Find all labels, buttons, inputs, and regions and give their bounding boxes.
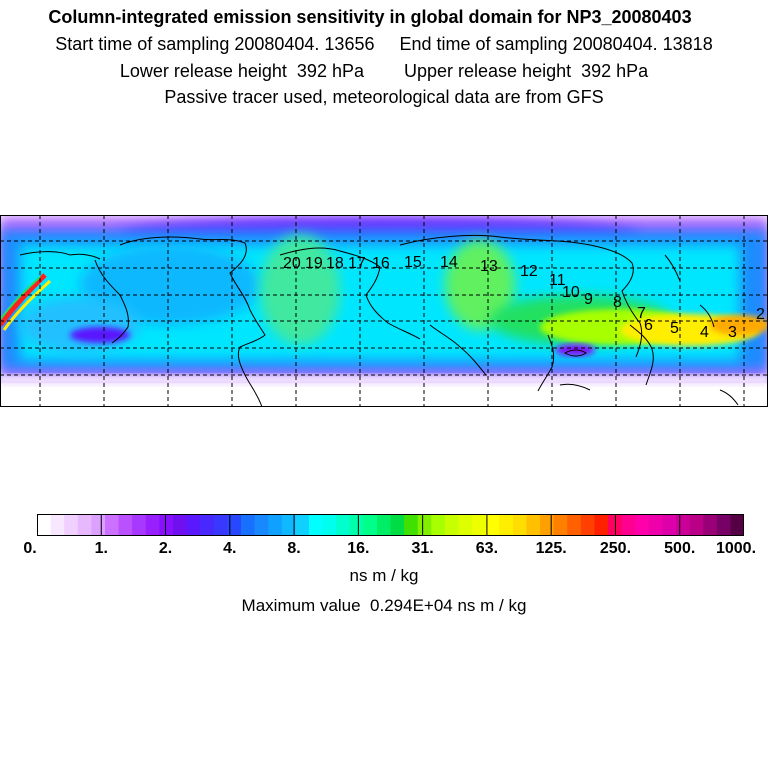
colorbar-cell bbox=[540, 514, 555, 536]
colorbar-cell bbox=[648, 514, 664, 536]
colorbar-cell bbox=[635, 514, 650, 536]
colorbar-cell bbox=[159, 514, 174, 536]
release-point-label: 8 bbox=[613, 294, 622, 311]
colorbar-cell bbox=[308, 514, 324, 536]
colorbar-cell bbox=[676, 514, 691, 536]
colorbar-cell bbox=[145, 514, 160, 536]
colorbar-cell bbox=[295, 514, 310, 536]
colorbar-cell bbox=[404, 514, 419, 536]
coastlines bbox=[19, 234, 739, 407]
release-point-label: 2 bbox=[756, 306, 765, 323]
release-point-label: 7 bbox=[637, 305, 646, 322]
colorbar-canvas bbox=[37, 514, 744, 536]
release-point-label: 13 bbox=[480, 258, 498, 275]
colorbar-cell bbox=[730, 514, 744, 536]
release-point-label: 12 bbox=[520, 263, 538, 280]
colorbar-cell bbox=[689, 514, 704, 536]
colorbar-tick-label: 125. bbox=[535, 540, 567, 557]
colorbar-cell bbox=[580, 514, 596, 536]
colorbar-cell bbox=[91, 514, 106, 536]
colorbar-tick-label: 8. bbox=[287, 540, 301, 557]
colorbar-cell bbox=[363, 514, 378, 536]
sampling-time-text: Start time of sampling 20080404. 13656 E… bbox=[55, 34, 713, 54]
colorbar-cell bbox=[512, 514, 528, 536]
colorbar-cell bbox=[621, 514, 636, 536]
colorbar-cell bbox=[526, 514, 541, 536]
colorbar-cell bbox=[349, 514, 364, 536]
colorbar-cell bbox=[376, 514, 392, 536]
colorbar-tick-label: 1. bbox=[94, 540, 108, 557]
colorbar-cell bbox=[417, 514, 432, 536]
colorbar-cell bbox=[458, 514, 473, 536]
release-point-label: 17 bbox=[348, 255, 366, 272]
tracer-info-text: Passive tracer used, meteorological data… bbox=[164, 87, 604, 107]
colorbar-cell bbox=[336, 514, 351, 536]
emission-sensitivity-map: 20 19 18 17 16 15 14 13 12 11 10 9 8 7 6… bbox=[0, 215, 768, 407]
colorbar-cell bbox=[499, 514, 514, 536]
colorbar-cell bbox=[186, 514, 201, 536]
release-point-label: 14 bbox=[440, 254, 458, 271]
colorbar-tick-label: 0. bbox=[23, 540, 37, 557]
colorbar-cell bbox=[132, 514, 147, 536]
release-point-label: 11 bbox=[549, 272, 566, 289]
colorbar-tick-label: 16. bbox=[347, 540, 370, 557]
release-point-label: 4 bbox=[700, 324, 709, 341]
release-point-label: 15 bbox=[404, 254, 422, 271]
release-point-labels: 20 19 18 17 16 15 14 13 12 11 10 9 8 7 6… bbox=[283, 254, 765, 341]
release-point-label: 10 bbox=[562, 284, 580, 301]
colorbar-tick-label: 31. bbox=[411, 540, 434, 557]
release-point-label: 19 bbox=[305, 255, 323, 272]
colorbar-cell bbox=[240, 514, 256, 536]
colorbar-tick-label: 4. bbox=[223, 540, 237, 557]
release-point-label: 6 bbox=[644, 317, 653, 334]
colorbar-cell bbox=[703, 514, 718, 536]
colorbar-cell bbox=[268, 514, 283, 536]
colorbar-unit-label: ns m / kg bbox=[349, 566, 419, 585]
colorbar-cell bbox=[118, 514, 133, 536]
colorbar-tick-label: 500. bbox=[664, 540, 696, 557]
colorbar-cell bbox=[200, 514, 215, 536]
colorbar bbox=[37, 514, 744, 536]
release-point-label: 5 bbox=[670, 320, 679, 337]
colorbar-cells bbox=[37, 514, 744, 536]
colorbar-cell bbox=[716, 514, 732, 536]
colorbar-tick-label: 1000. bbox=[715, 540, 757, 557]
colorbar-cell bbox=[662, 514, 677, 536]
colorbar-cell bbox=[77, 514, 92, 536]
colorbar-cell bbox=[227, 514, 242, 536]
colorbar-tick-label: 63. bbox=[475, 540, 499, 557]
colorbar-cell bbox=[390, 514, 405, 536]
colorbar-cell bbox=[37, 514, 52, 536]
colorbar-cell bbox=[567, 514, 582, 536]
colorbar-tick-label: 2. bbox=[158, 540, 173, 557]
release-point-label: 20 bbox=[283, 255, 301, 272]
map-canvas: 20 19 18 17 16 15 14 13 12 11 10 9 8 7 6… bbox=[0, 215, 768, 407]
colorbar-cell bbox=[431, 514, 446, 536]
colorbar-cell bbox=[104, 514, 120, 536]
release-point-label: 9 bbox=[584, 291, 593, 308]
colorbar-dividers bbox=[100, 514, 681, 536]
sensitivity-field bbox=[0, 215, 768, 407]
colorbar-tick-label: 250. bbox=[599, 540, 632, 557]
colorbar-cell bbox=[322, 514, 337, 536]
map-title: Column-integrated emission sensitivity i… bbox=[48, 7, 692, 27]
colorbar-cell bbox=[472, 514, 487, 536]
colorbar-cell bbox=[444, 514, 460, 536]
maximum-value-text: Maximum value 0.294E+04 ns m / kg bbox=[241, 596, 527, 615]
colorbar-cell bbox=[594, 514, 609, 536]
colorbar-cell bbox=[553, 514, 568, 536]
release-height-text: Lower release height 392 hPa Upper relea… bbox=[119, 61, 649, 81]
colorbar-cell bbox=[172, 514, 188, 536]
release-point-label: 18 bbox=[326, 255, 344, 272]
colorbar-cell bbox=[213, 514, 228, 536]
release-point-label: 16 bbox=[372, 255, 390, 272]
colorbar-cell bbox=[50, 514, 65, 536]
colorbar-cell bbox=[254, 514, 269, 536]
colorbar-frame bbox=[37, 514, 744, 536]
release-point-label: 3 bbox=[728, 324, 737, 341]
colorbar-cell bbox=[64, 514, 79, 536]
colorbar-cell bbox=[281, 514, 296, 536]
colorbar-cell bbox=[485, 514, 500, 536]
